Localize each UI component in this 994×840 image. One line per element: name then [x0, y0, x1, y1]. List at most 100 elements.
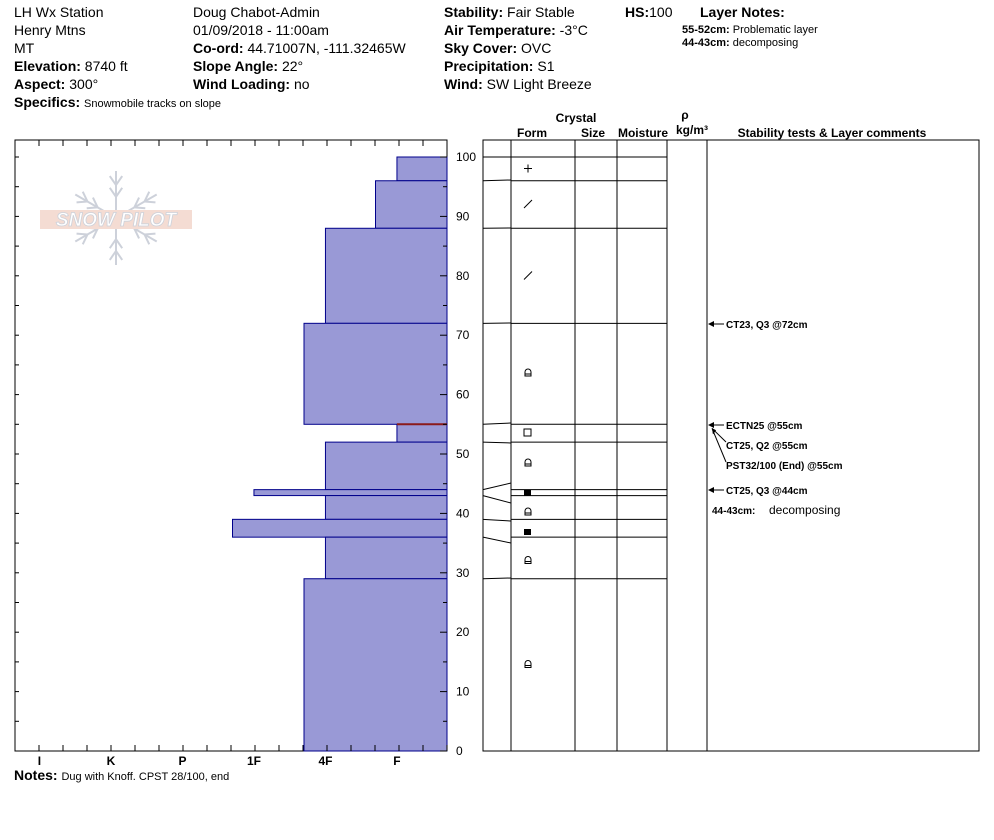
layer-comment-range: 44-43cm:	[712, 506, 755, 517]
depth-tick-label: 60	[456, 388, 470, 402]
notes-value: Dug with Knoff. CPST 28/100, end	[61, 771, 230, 783]
snowflake-branch	[81, 191, 89, 202]
slope-angle: Slope Angle: 22°	[193, 57, 303, 75]
logo-band	[40, 210, 192, 229]
form-rounded-icon	[524, 660, 532, 668]
snowflake-branch	[81, 234, 89, 245]
air-temperature: Air Temperature: -3°C	[444, 21, 588, 39]
form-rounded-icon	[524, 507, 532, 516]
specifics-value: Snowmobile tracks on slope	[84, 98, 221, 110]
depth-tick-label: 100	[456, 150, 476, 164]
wind-value: SW Light Breeze	[486, 76, 592, 92]
coord-label: Co-ord:	[193, 40, 244, 56]
snowflake-branch	[115, 238, 124, 249]
hardness-bar-9	[324, 536, 448, 580]
stability-test-label: CT25, Q2 @55cm	[726, 441, 808, 452]
snowflake-branch	[108, 250, 117, 261]
elevation: Elevation: 8740 ft	[14, 57, 128, 75]
hardness-label-F: F	[393, 754, 400, 768]
form-decomposing-icon	[523, 271, 533, 280]
form-depth-hoar-icon	[524, 490, 531, 496]
air-temp-label: Air Temperature:	[444, 22, 556, 38]
grain-forms	[523, 164, 533, 668]
row-connector	[482, 577, 512, 580]
snowflake-branch	[133, 197, 140, 208]
hardness-bar-4	[396, 423, 448, 443]
hardness-layers	[232, 156, 448, 752]
snowflake-branch	[108, 238, 117, 249]
row-connector	[482, 536, 512, 544]
depth-tick-label: 50	[456, 447, 470, 461]
depth-tick-label: 10	[456, 685, 470, 699]
snowflake-branch	[133, 228, 140, 239]
depth-tick-label: 0	[456, 744, 463, 758]
range: Henry Mtns	[14, 22, 86, 38]
hardness-bar-6	[253, 489, 448, 497]
logo-text: SNOW PILOT	[56, 210, 178, 231]
snowflake-branch	[76, 200, 88, 204]
hardness-bar-0	[396, 156, 448, 182]
notes: Notes: Dug with Knoff. CPST 28/100, end	[14, 766, 229, 786]
form-faceted-icon	[523, 428, 532, 437]
row-connector	[482, 441, 512, 444]
snowflake-branch	[86, 206, 98, 210]
layer-note-2: 44-43cm: decomposing	[682, 37, 799, 49]
sky-value: OVC	[521, 40, 552, 56]
hardness-bar-7	[324, 495, 448, 520]
hardness-bar-1	[375, 180, 448, 229]
crystal-header: Crystal	[556, 111, 597, 125]
form-decomposing-icon	[523, 199, 533, 209]
form-rounded-icon	[524, 458, 532, 467]
snowflake-branch	[92, 228, 99, 239]
sky-label: Sky Cover:	[444, 40, 518, 56]
stability-value: Fair Stable	[507, 4, 575, 20]
depth-tick-label: 30	[456, 566, 470, 580]
hs-label: HS:	[625, 4, 650, 20]
hardness-bar-8	[232, 518, 448, 538]
arrow-icon	[708, 321, 714, 327]
snowflake-branch	[134, 206, 146, 210]
wind: Wind: SW Light Breeze	[444, 75, 592, 93]
stability-test-label: ECTN25 @55cm	[726, 421, 803, 432]
layer-notes-title: Layer Notes:	[700, 4, 785, 20]
stability-test-label: PST32/100 (End) @55cm	[726, 461, 843, 472]
rho-header: ρ	[681, 108, 688, 122]
stability-header: Stability tests & Layer comments	[738, 126, 927, 140]
layer-rows	[482, 156, 667, 580]
snowflake-branch	[115, 187, 124, 198]
size-header: Size	[581, 126, 605, 140]
hardness-axis: I K P 1F 4F F	[38, 754, 401, 768]
precip-label: Precipitation:	[444, 58, 534, 74]
coordinates: Co-ord: 44.71007N, -111.32465W	[193, 39, 406, 57]
snowflake-branch	[144, 232, 156, 236]
precip-value: S1	[537, 58, 555, 74]
snowflake-branch	[115, 175, 124, 186]
snowflake-branch	[115, 250, 124, 261]
hardness-bar-3	[303, 322, 448, 425]
depth-tick-label: 20	[456, 625, 470, 639]
snowflake-branch	[143, 191, 151, 202]
row-connector	[482, 495, 512, 504]
snowflake-branch	[143, 234, 151, 245]
hardness-label-I: I	[38, 754, 41, 768]
precipitation: Precipitation: S1	[444, 57, 554, 75]
snowpilot-logo: SNOW PILOT	[40, 171, 192, 265]
observer: Doug Chabot-Admin	[193, 4, 320, 20]
hardness-bar-5	[324, 441, 448, 491]
form-header: Form	[517, 126, 547, 140]
notes-label: Notes:	[14, 767, 58, 783]
hardness-label-4F: 4F	[318, 754, 332, 768]
specifics-label: Specifics:	[14, 94, 81, 110]
row-connector	[482, 518, 512, 522]
hardness-label-P: P	[178, 754, 186, 768]
depth-tick-label: 80	[456, 269, 470, 283]
row-connector	[482, 482, 512, 491]
layer-note-1: 55-52cm: Problematic layer	[682, 24, 818, 36]
state: MT	[14, 40, 35, 56]
hardness-bar-2	[324, 227, 448, 324]
aspect: Aspect: 300°	[14, 75, 98, 93]
hardness-bar-10	[303, 578, 448, 752]
stability: Stability: Fair Stable	[444, 3, 575, 21]
arrow-icon	[712, 428, 716, 435]
